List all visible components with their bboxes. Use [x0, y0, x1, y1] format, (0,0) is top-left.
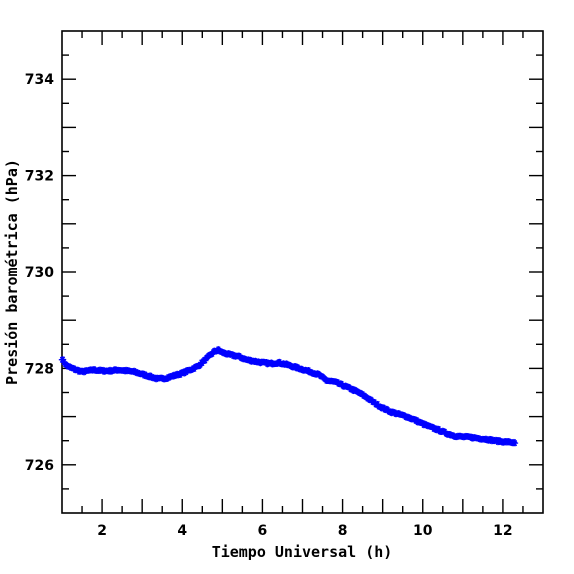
tick-marks	[62, 31, 543, 513]
x-tick-label: 4	[177, 523, 187, 539]
y-tick-label: 730	[25, 265, 54, 281]
x-tick-label: 12	[493, 523, 512, 539]
data-points	[58, 346, 519, 447]
y-axis-label: Presión barométrica (hPa)	[3, 159, 21, 385]
x-tick-label: 6	[258, 523, 268, 539]
x-tick-label: 10	[413, 523, 433, 539]
tick-labels: 2 4 6 8 10 12 726 728 730 732 734	[25, 72, 513, 539]
y-tick-label: 734	[25, 72, 54, 88]
x-tick-label: 8	[338, 523, 348, 539]
x-axis-label: Tiempo Universal (h)	[212, 543, 393, 561]
y-tick-label: 728	[25, 361, 54, 377]
y-tick-label: 726	[25, 458, 54, 474]
y-tick-label: 732	[25, 169, 54, 185]
data-point	[511, 439, 519, 447]
x-tick-label: 2	[97, 523, 107, 539]
